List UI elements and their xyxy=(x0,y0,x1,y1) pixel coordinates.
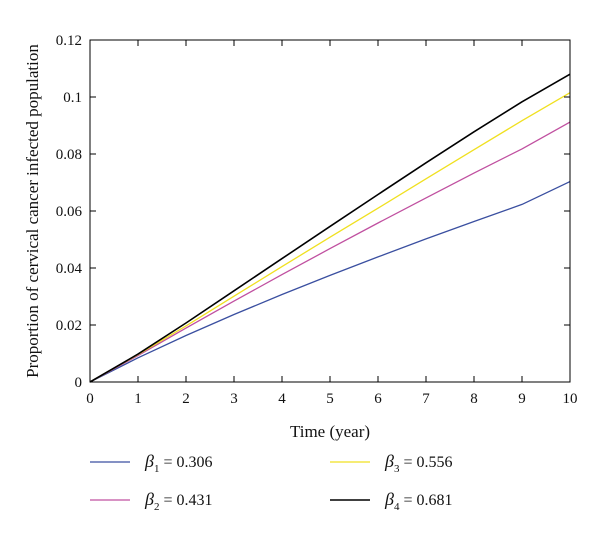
legend-symbol: β xyxy=(144,489,154,509)
x-tick-label: 5 xyxy=(326,391,334,407)
x-axis-title: Time (year) xyxy=(290,422,370,441)
x-tick-label: 3 xyxy=(230,391,238,407)
plot-lines xyxy=(89,73,571,383)
x-tick-label: 8 xyxy=(470,391,478,407)
series-line-3 xyxy=(89,92,571,383)
y-tick-label: 0.1 xyxy=(63,90,82,106)
legend-item-3: β3 = 0.556 xyxy=(330,451,453,475)
x-tick-label: 0 xyxy=(86,391,94,407)
legend-value: = 0.431 xyxy=(163,492,212,509)
x-tick-label: 6 xyxy=(374,391,382,407)
series-line-2 xyxy=(89,121,571,383)
x-tick-label: 9 xyxy=(518,391,526,407)
x-tick-label: 2 xyxy=(182,391,190,407)
x-tick-label: 10 xyxy=(563,391,578,407)
x-tick-label: 1 xyxy=(134,391,142,407)
x-tick-label: 4 xyxy=(278,391,286,407)
legend-value: = 0.556 xyxy=(403,454,452,471)
legend-subscript: 4 xyxy=(394,501,400,513)
y-tick-label: 0.08 xyxy=(56,147,82,163)
y-tick-label: 0.06 xyxy=(56,204,83,220)
legend-symbol: β xyxy=(384,451,394,471)
legend-label: β3 = 0.556 xyxy=(384,451,453,475)
legend-subscript: 1 xyxy=(154,463,160,475)
y-axis: 0 0.02 0.04 0.06 0.08 0.1 0.12 xyxy=(56,33,570,391)
y-tick-label: 0.12 xyxy=(56,33,82,49)
y-axis-title: Proportion of cervical cancer infected p… xyxy=(23,44,42,378)
legend-value: = 0.306 xyxy=(163,454,212,471)
plot-frame xyxy=(89,39,571,383)
legend-subscript: 2 xyxy=(154,501,160,513)
y-tick-label: 0.04 xyxy=(56,261,83,277)
legend-symbol: β xyxy=(384,489,394,509)
series-line-1 xyxy=(89,181,571,383)
y-tick-label: 0 xyxy=(75,375,83,391)
legend-label: β1 = 0.306 xyxy=(144,451,213,475)
legend-symbol: β xyxy=(144,451,154,471)
y-tick-label: 0.02 xyxy=(56,318,82,334)
x-tick-label: 7 xyxy=(422,391,430,407)
legend-value: = 0.681 xyxy=(403,492,452,509)
legend-item-4: β4 = 0.681 xyxy=(330,489,453,513)
legend-label: β4 = 0.681 xyxy=(384,489,453,513)
series-line-4 xyxy=(89,73,571,383)
legend-item-1: β1 = 0.306 xyxy=(90,451,213,475)
legend-item-2: β2 = 0.431 xyxy=(90,489,213,513)
legend-subscript: 3 xyxy=(394,463,400,475)
x-axis: 0 1 2 3 4 5 6 7 8 9 10 xyxy=(86,40,578,407)
legend-label: β2 = 0.431 xyxy=(144,489,213,513)
